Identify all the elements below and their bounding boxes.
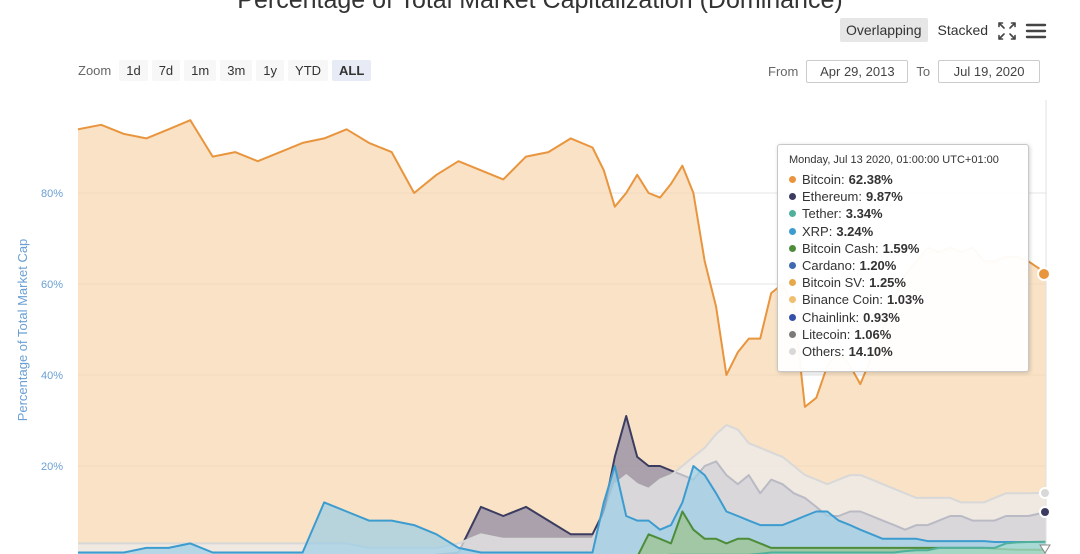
- bitcoin-cash-area: [638, 511, 1046, 554]
- tooltip-series-name: Bitcoin:: [802, 172, 845, 188]
- to-label: To: [916, 64, 931, 79]
- zoom-7d-button[interactable]: 7d: [151, 60, 181, 81]
- legend-dot-icon: [789, 262, 796, 270]
- legend-dot-icon: [789, 279, 796, 287]
- tooltip-series-name: Tether:: [802, 206, 842, 222]
- tooltip-row: Tether: 3.34%: [789, 205, 1017, 222]
- legend-dot-icon: [789, 210, 796, 218]
- zoom-label: Zoom: [78, 63, 112, 78]
- tooltip-row: Bitcoin SV: 1.25%: [789, 274, 1017, 291]
- tooltip-row: Chainlink: 0.93%: [789, 309, 1017, 326]
- tooltip-series-value: 3.24%: [836, 223, 874, 239]
- fullscreen-icon[interactable]: [996, 20, 1018, 42]
- chart-title: Percentage of Total Market Capitalizatio…: [237, 0, 843, 14]
- legend-dot-icon: [789, 176, 796, 184]
- tooltip-series-value: 1.03%: [886, 292, 924, 308]
- tooltip-series-name: XRP:: [802, 223, 833, 239]
- y-tick-label: 20%: [41, 461, 63, 473]
- stacked-button[interactable]: Stacked: [937, 22, 989, 38]
- tooltip-row: Binance Coin: 1.03%: [789, 291, 1017, 308]
- tooltip-series-name: Bitcoin Cash:: [802, 240, 879, 256]
- tooltip-series-value: 0.93%: [863, 309, 900, 325]
- legend-dot-icon: [789, 330, 796, 338]
- navigator-handle-icon[interactable]: [1039, 544, 1051, 554]
- tooltip-series-name: Ethereum:: [802, 189, 862, 205]
- hamburger-menu-icon[interactable]: [1025, 20, 1047, 42]
- view-toggle: Overlapping Stacked: [840, 18, 994, 42]
- tooltip-series-value: 1.06%: [854, 326, 892, 342]
- overlapping-button[interactable]: Overlapping: [840, 18, 928, 42]
- y-axis-title: Percentage of Total Market Cap: [15, 239, 30, 422]
- tooltip-row: Cardano: 1.20%: [789, 257, 1017, 274]
- series-areas: [77, 119, 1047, 554]
- tether-line: [667, 540, 1047, 554]
- bitcoin-cash-line: [637, 510, 1047, 554]
- tooltip-series-name: Litecoin:: [802, 326, 851, 342]
- tooltip-series-name: Others:: [802, 343, 845, 359]
- legend-dot-icon: [789, 244, 796, 252]
- tooltip-row: XRP: 3.24%: [789, 223, 1017, 240]
- tooltip-series-value: 14.10%: [848, 343, 893, 359]
- tooltip-series-value: 1.25%: [869, 275, 906, 291]
- tooltip-series-value: 9.87%: [865, 189, 903, 205]
- tooltip-header: Monday, Jul 13 2020, 01:00:00 UTC+01:00: [789, 154, 999, 166]
- tooltip-row: Litecoin: 1.06%: [789, 326, 1017, 343]
- tooltip-series-value: 1.59%: [882, 240, 920, 256]
- zoom-bar: Zoom 1d 7d 1m 3m 1y YTD ALL: [78, 60, 372, 81]
- zoom-1y-button[interactable]: 1y: [256, 60, 285, 81]
- tooltip-series-name: Bitcoin SV:: [802, 275, 866, 291]
- zoom-ytd-button[interactable]: YTD: [288, 60, 329, 81]
- tooltip-row: Bitcoin: 62.38%: [789, 171, 1017, 188]
- tooltip-row: Bitcoin Cash: 1.59%: [789, 240, 1017, 257]
- xrp-area: [78, 466, 1046, 554]
- zoom-1m-button[interactable]: 1m: [184, 60, 217, 81]
- chart-tooltip: Monday, Jul 13 2020, 01:00:00 UTC+01:00 …: [777, 144, 1029, 372]
- from-label: From: [768, 64, 799, 79]
- bitcoin-area: [78, 120, 1046, 554]
- from-date-input[interactable]: Apr 29, 2013: [806, 60, 909, 83]
- tooltip-series-name: Chainlink:: [802, 309, 860, 325]
- y-tick-label: 40%: [41, 370, 63, 382]
- zoom-3m-button[interactable]: 3m: [220, 60, 253, 81]
- y-tick-label: 60%: [41, 279, 63, 291]
- y-axis-labels: 20% 40% 60% 80%: [41, 188, 63, 473]
- others-hover-marker: [1039, 487, 1051, 499]
- tooltip-row: Others: 14.10%: [789, 343, 1017, 360]
- legend-dot-icon: [789, 313, 796, 321]
- legend-dot-icon: [789, 347, 796, 355]
- date-range: From Apr 29, 2013 To Jul 19, 2020: [768, 60, 1041, 83]
- tooltip-rows: Bitcoin: 62.38% Ethereum: 9.87% Tether: 3.34%…: [789, 171, 1017, 360]
- legend-dot-icon: [789, 227, 796, 235]
- tooltip-series-name: Cardano:: [802, 258, 856, 274]
- xrp-line: [78, 465, 1047, 554]
- tether-area: [757, 541, 1046, 554]
- y-tick-label: 80%: [41, 188, 63, 200]
- tooltip-series-name: Binance Coin:: [802, 292, 883, 308]
- tooltip-series-value: 62.38%: [848, 172, 893, 188]
- zoom-all-button[interactable]: ALL: [332, 60, 372, 81]
- tooltip-series-value: 3.34%: [845, 206, 883, 222]
- tooltip-series-value: 1.20%: [859, 258, 897, 274]
- legend-dot-icon: [789, 193, 796, 201]
- tooltip-row: Ethereum: 9.87%: [789, 188, 1017, 205]
- bitcoin-hover-marker: [1037, 267, 1051, 281]
- zoom-1d-button[interactable]: 1d: [119, 60, 148, 81]
- legend-dot-icon: [789, 296, 796, 304]
- to-date-input[interactable]: Jul 19, 2020: [938, 60, 1041, 83]
- ethereum-hover-marker: [1039, 506, 1051, 518]
